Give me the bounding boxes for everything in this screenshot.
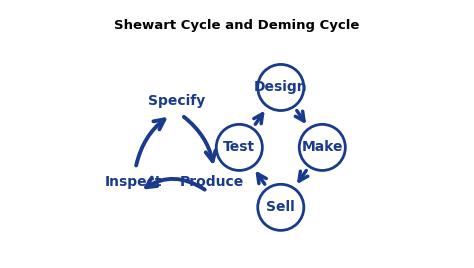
Text: Shewart Cycle and Deming Cycle: Shewart Cycle and Deming Cycle — [114, 19, 360, 32]
Text: Design: Design — [254, 80, 308, 95]
Text: Test: Test — [223, 140, 255, 154]
Text: Make: Make — [301, 140, 343, 154]
Text: Produce: Produce — [180, 175, 244, 189]
Text: Specify: Specify — [148, 94, 206, 108]
Text: Inspect: Inspect — [105, 175, 162, 189]
Text: Sell: Sell — [266, 200, 295, 214]
